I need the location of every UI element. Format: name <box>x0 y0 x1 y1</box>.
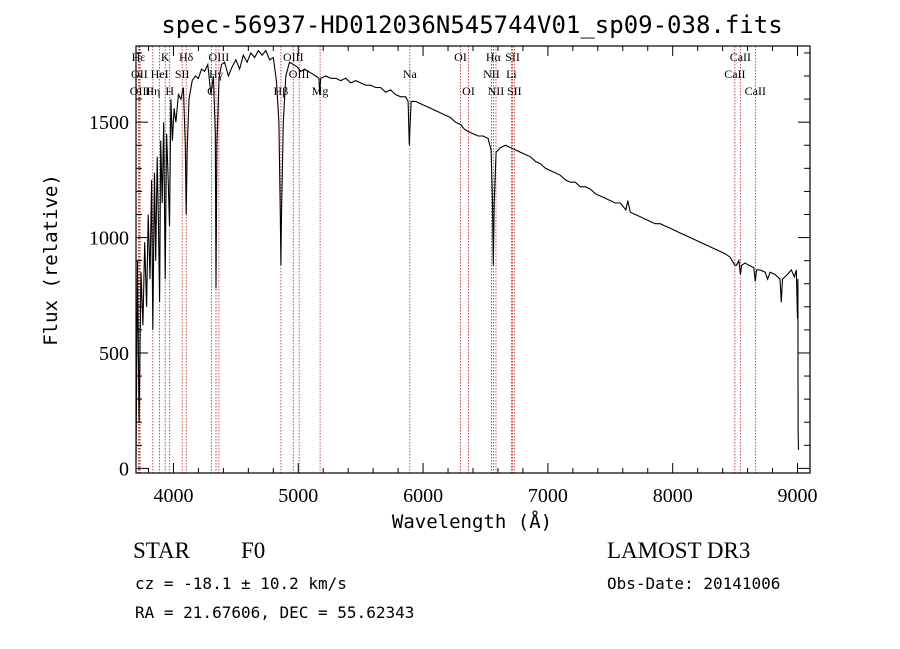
axis-ticks <box>136 46 810 473</box>
line-marker-label: G <box>207 84 216 98</box>
x-tick-label: 4000 <box>153 485 193 507</box>
axis-tick-labels: 4000 5000 6000 7000 8000 9000 0 500 1000 1500 <box>89 112 818 507</box>
line-markers <box>138 46 756 473</box>
x-axis-label: Wavelength (Å) <box>392 510 552 533</box>
line-marker-label: OI <box>454 50 467 64</box>
line-marker-label: HeI <box>151 67 169 81</box>
x-tick-label: 7000 <box>528 485 568 507</box>
line-marker-label: CaII <box>730 50 751 64</box>
line-marker-label: Li <box>506 67 517 81</box>
line-marker-label: Na <box>403 67 418 81</box>
line-marker-label: Hδ <box>179 50 194 64</box>
y-tick-label: 500 <box>99 343 129 365</box>
line-marker-label: CaII <box>745 84 766 98</box>
object-class: STAR <box>133 538 190 563</box>
line-marker-label: K <box>161 50 170 64</box>
line-marker-label: OII <box>131 67 148 81</box>
line-marker-label: SII <box>505 50 520 64</box>
x-tick-label: 8000 <box>653 485 693 507</box>
line-marker-label: H <box>165 84 174 98</box>
object-subclass: F0 <box>241 538 266 563</box>
x-tick-label: 6000 <box>403 485 443 507</box>
chart-title: spec-56937-HD012036N545744V01_sp09-038.f… <box>161 11 782 39</box>
line-marker-label: Hη <box>145 84 160 98</box>
redshift-cz: cz = -18.1 ± 10.2 km/s <box>135 574 347 593</box>
line-marker-label: Hγ <box>209 67 224 81</box>
line-marker-label: Hβ <box>274 84 289 98</box>
line-marker-label: Mg <box>312 84 329 98</box>
y-tick-label: 1500 <box>89 112 129 134</box>
line-marker-label: NII <box>483 67 500 81</box>
x-tick-label: 5000 <box>278 485 318 507</box>
y-tick-label: 1000 <box>89 228 129 250</box>
line-marker-label: OIII <box>130 84 151 98</box>
line-marker-label: OIII <box>289 67 310 81</box>
line-marker-label: Hε <box>132 50 146 64</box>
y-axis-label: Flux (relative) <box>40 174 62 346</box>
line-marker-label: NII <box>488 84 505 98</box>
obs-date: Obs-Date: 20141006 <box>607 574 781 593</box>
line-marker-label: CaII <box>724 67 745 81</box>
ra-dec: RA = 21.67606, DEC = 55.62343 <box>135 603 415 622</box>
line-marker-label: SII <box>175 67 190 81</box>
y-tick-label: 0 <box>119 458 129 480</box>
spectrum-series-line <box>135 49 800 462</box>
line-marker-label: OIII <box>209 50 230 64</box>
plot-frame <box>135 45 811 474</box>
survey-name: LAMOST DR3 <box>607 538 751 563</box>
line-marker-label: Hα <box>486 50 502 64</box>
line-marker-label: OIII <box>283 50 304 64</box>
line-marker-label: SII <box>507 84 522 98</box>
line-marker-label: OI <box>462 84 475 98</box>
x-tick-label: 9000 <box>778 485 818 507</box>
